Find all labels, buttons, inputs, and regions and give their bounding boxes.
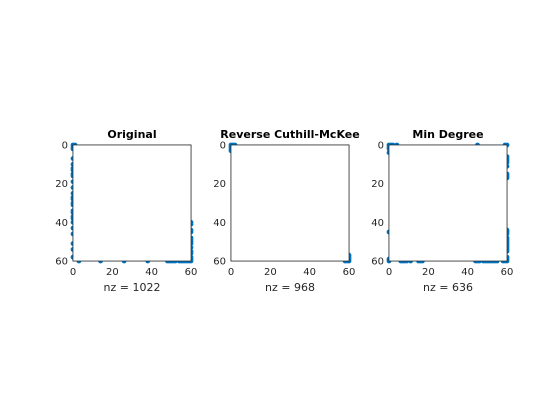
x-tick-label: 0 <box>386 267 392 278</box>
x-tick-label: 40 <box>461 267 474 278</box>
x-tick-label: 20 <box>264 267 277 278</box>
xlabel-rcm: nz = 968 <box>265 281 315 294</box>
x-tick-label: 60 <box>185 267 198 278</box>
title-original: Original <box>107 128 156 141</box>
x-tick-label: 20 <box>422 267 435 278</box>
y-tick-label: 40 <box>213 218 226 229</box>
x-tick-label: 40 <box>303 267 316 278</box>
y-tick-label: 60 <box>213 257 226 268</box>
x-tick-label: 60 <box>501 267 514 278</box>
x-tick-label: 0 <box>228 267 234 278</box>
y-tick-label: 40 <box>371 218 384 229</box>
x-tick-label: 0 <box>70 267 76 278</box>
y-tick-label: 60 <box>55 257 68 268</box>
y-tick-label: 20 <box>213 179 226 190</box>
y-tick-label: 0 <box>220 141 226 152</box>
y-tick-label: 0 <box>378 141 384 152</box>
x-tick-label: 60 <box>343 267 356 278</box>
y-tick-label: 20 <box>55 179 68 190</box>
axes-frame-rcm <box>230 144 350 262</box>
xlabel-mindeg: nz = 636 <box>423 281 473 294</box>
axes-frame-original <box>72 144 192 262</box>
title-rcm: Reverse Cuthill-McKee <box>220 128 359 141</box>
y-tick-label: 0 <box>62 141 68 152</box>
xlabel-original: nz = 1022 <box>104 281 161 294</box>
x-tick-label: 20 <box>106 267 119 278</box>
x-tick-label: 40 <box>145 267 158 278</box>
title-mindeg: Min Degree <box>412 128 483 141</box>
axes-frame-mindeg <box>388 144 508 262</box>
y-tick-label: 40 <box>55 218 68 229</box>
y-tick-label: 60 <box>371 257 384 268</box>
y-tick-label: 20 <box>371 179 384 190</box>
